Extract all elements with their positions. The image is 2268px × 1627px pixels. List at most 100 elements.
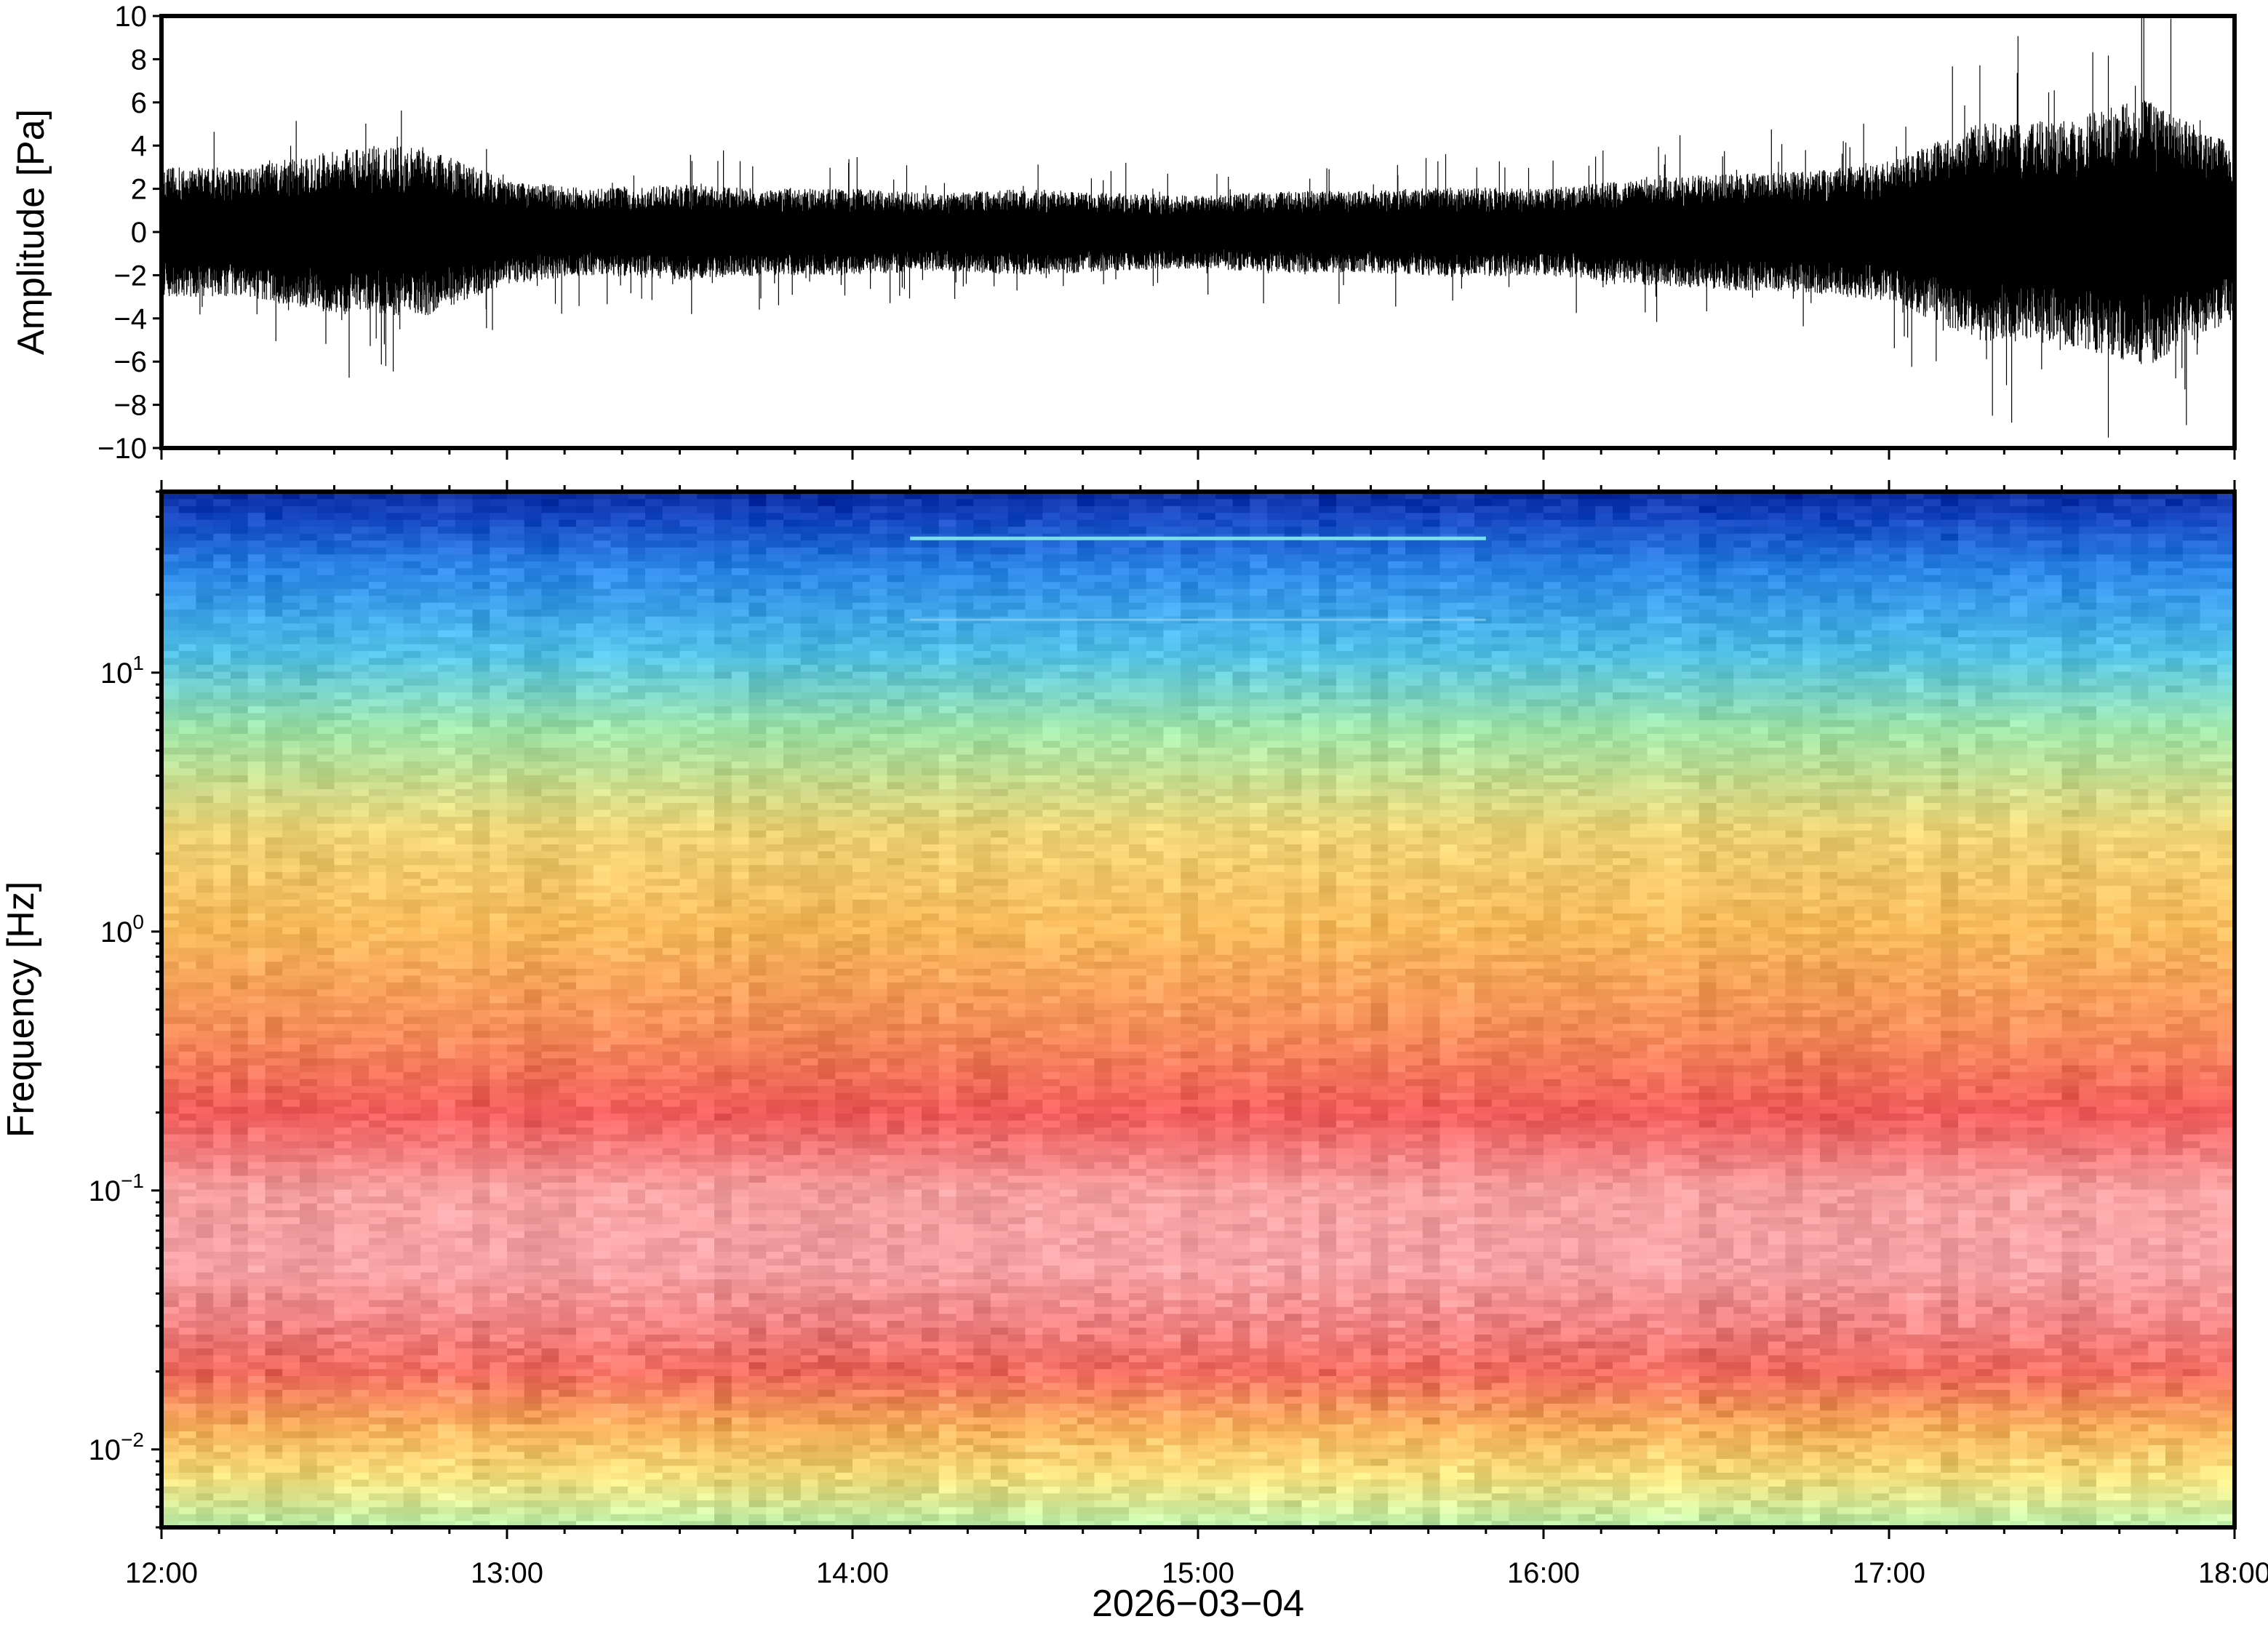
- spectrogram-cell: [645, 1279, 663, 1286]
- spectrogram-cell: [161, 1466, 180, 1473]
- spectrogram-cell: [420, 719, 439, 727]
- spectrogram-cell: [680, 1051, 698, 1058]
- spectrogram-cell: [351, 830, 370, 837]
- spectrogram-cell: [645, 996, 663, 1003]
- spectrogram-cell: [697, 1217, 715, 1224]
- spectrogram-cell: [490, 671, 508, 679]
- spectrogram-cell: [490, 823, 508, 831]
- spectrogram-cell: [576, 1507, 594, 1514]
- spectrogram-cell: [300, 512, 318, 519]
- spectrogram-cell: [507, 1016, 525, 1023]
- spectrogram-cell: [248, 1099, 266, 1106]
- spectrogram-cell: [714, 1500, 732, 1507]
- spectrogram-cell: [455, 567, 474, 575]
- spectrogram-cell: [438, 1300, 456, 1307]
- spectrogram-cell: [559, 1500, 577, 1507]
- spectrogram-cell: [404, 498, 422, 505]
- spectrogram-cell: [524, 713, 543, 720]
- spectrogram-cell: [473, 1265, 491, 1272]
- spectrogram-cell: [420, 1182, 439, 1189]
- spectrogram-cell: [386, 1375, 404, 1383]
- spectrogram-cell: [507, 636, 525, 644]
- spectrogram-cell: [213, 740, 231, 748]
- spectrogram-cell: [335, 1085, 353, 1092]
- spectrogram-cell: [420, 1016, 439, 1023]
- spectrogram-cell: [645, 851, 663, 858]
- spectrogram-cell: [490, 1479, 508, 1487]
- spectrogram-cell: [213, 699, 231, 706]
- spectrogram-cell: [542, 1403, 560, 1410]
- spectrogram-cell: [697, 1431, 715, 1438]
- spectrogram-cell: [386, 1341, 404, 1348]
- spectrogram-cell: [335, 1120, 353, 1127]
- spectrogram-cell: [490, 1424, 508, 1431]
- spectrogram-cell: [473, 1196, 491, 1203]
- spectrogram-cell: [438, 1016, 456, 1023]
- spectrogram-cell: [179, 1140, 197, 1148]
- spectrogram-cell: [351, 1120, 370, 1127]
- spectrogram-cell: [594, 899, 612, 906]
- spectrogram-cell: [248, 885, 266, 892]
- spectrogram-cell: [455, 561, 474, 568]
- spectrogram-cell: [594, 1189, 612, 1196]
- spectrogram-cell: [196, 1010, 215, 1017]
- spectrogram-cell: [438, 1348, 456, 1355]
- spectrogram-cell: [196, 705, 215, 713]
- spectrogram-cell: [490, 1175, 508, 1183]
- spectrogram-cell: [317, 533, 335, 540]
- spectrogram-cell: [196, 1175, 215, 1183]
- spectrogram-cell: [335, 1065, 353, 1072]
- spectrogram-cell: [351, 1037, 370, 1044]
- spectrogram-cell: [628, 1085, 646, 1092]
- spectrogram-cell: [645, 692, 663, 699]
- spectrogram-cell: [714, 727, 732, 734]
- spectrogram-cell: [714, 1389, 732, 1396]
- spectrogram-cell: [438, 1493, 456, 1500]
- spectrogram-cell: [663, 1175, 681, 1183]
- spectrogram-cell: [196, 851, 215, 858]
- spectrogram-cell: [628, 630, 646, 637]
- spectrogram-cell: [161, 1479, 180, 1487]
- spectrogram-cell: [663, 1196, 681, 1203]
- spectrogram-cell: [611, 1237, 629, 1244]
- spectrogram-cell: [507, 623, 525, 630]
- spectrogram-cell: [663, 1258, 681, 1266]
- spectrogram-cell: [420, 802, 439, 809]
- spectrogram-cell: [645, 1189, 663, 1196]
- spectrogram-cell: [628, 1175, 646, 1183]
- spectrogram-cell: [507, 1452, 525, 1459]
- spectrogram-cell: [282, 595, 300, 602]
- spectrogram-cell: [524, 1223, 543, 1231]
- spectrogram-cell: [524, 685, 543, 692]
- spectrogram-cell: [490, 1148, 508, 1155]
- spectrogram-cell: [473, 1023, 491, 1031]
- spectrogram-cell: [369, 533, 387, 540]
- spectrogram-cell: [697, 1369, 715, 1376]
- spectrogram-cell: [455, 630, 474, 637]
- spectrogram-cell: [420, 1410, 439, 1418]
- spectrogram-cell: [680, 1272, 698, 1279]
- spectrogram-cell: [438, 1182, 456, 1189]
- spectrogram-cell: [404, 1148, 422, 1155]
- spectrogram-cell: [420, 1272, 439, 1279]
- spectrogram-cell: [473, 1438, 491, 1445]
- spectrogram-cell: [490, 512, 508, 519]
- spectrogram-cell: [420, 575, 439, 582]
- spectrogram-cell: [265, 595, 284, 602]
- spectrogram-cell: [317, 996, 335, 1003]
- spectrogram-cell: [300, 851, 318, 858]
- spectrogram-cell: [697, 505, 715, 513]
- waveform-y-tick-label: 10: [115, 1, 148, 33]
- spectrogram-cell: [196, 547, 215, 554]
- spectrogram-cell: [179, 1210, 197, 1217]
- spectrogram-cell: [663, 630, 681, 637]
- spectrogram-cell: [714, 1486, 732, 1493]
- spectrogram-cell: [628, 1023, 646, 1031]
- spectrogram-cell: [265, 1140, 284, 1148]
- spectrogram-cell: [404, 1300, 422, 1307]
- spectrogram-cell: [386, 940, 404, 948]
- spectrogram-cell: [490, 940, 508, 948]
- spectrogram-cell: [611, 685, 629, 692]
- spectrogram-cell: [300, 809, 318, 817]
- spectrogram-cell: [714, 1217, 732, 1224]
